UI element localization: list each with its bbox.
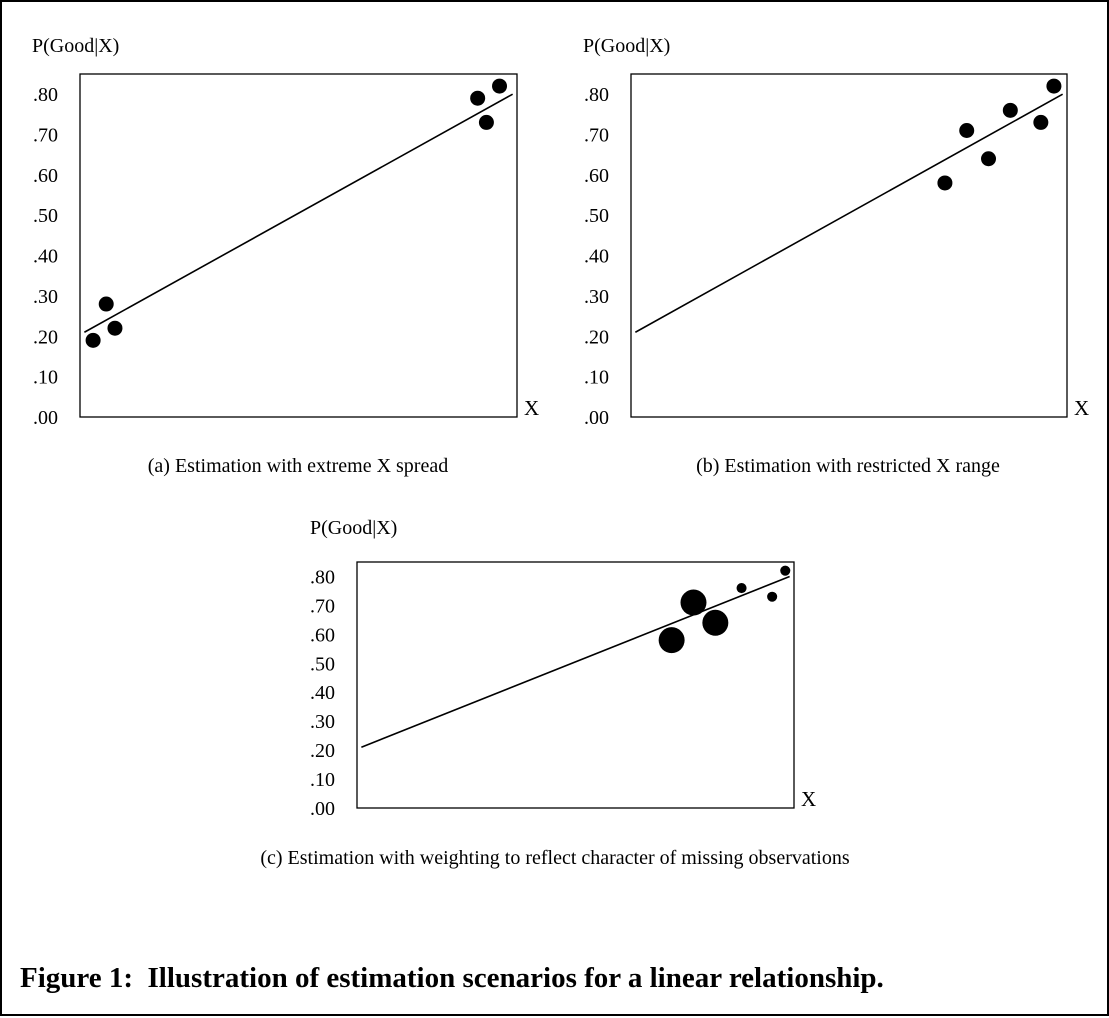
y-tick-label: .10	[310, 769, 335, 791]
y-tick-label: .70	[584, 125, 609, 147]
y-tick-label: .00	[310, 798, 335, 820]
y-tick-label: .20	[33, 326, 58, 348]
plot-area-box	[79, 73, 518, 418]
y-tick-label: .30	[584, 286, 609, 308]
x-axis-label: X	[1074, 396, 1089, 420]
chart-panel-3: P(Good|X) X .00 .10 .20 .30 .40 .50 .60 .70 .80 (c)…	[260, 517, 849, 869]
y-tick-label: .80	[310, 566, 335, 588]
data-point	[658, 627, 685, 654]
y-axis-label: P(Good|X)	[583, 35, 670, 57]
data-point	[981, 151, 997, 167]
panel-caption: (c) Estimation with weighting to reflect…	[260, 847, 849, 869]
y-tick-label: .30	[33, 286, 58, 308]
data-point	[1002, 102, 1018, 118]
plot-area-box	[630, 73, 1068, 418]
data-point	[702, 609, 729, 636]
data-point	[107, 320, 123, 336]
x-axis-label: X	[801, 787, 816, 811]
data-point	[767, 591, 778, 602]
chart-panel-1: P(Good|X) X .00 .10 .20 .30 .40 .50 .60 .70 .80 (a)…	[32, 35, 539, 477]
y-tick-label: .20	[310, 740, 335, 762]
data-point	[680, 589, 707, 616]
y-tick-label: .80	[584, 84, 609, 106]
fit-line	[361, 575, 790, 748]
y-tick-label: .50	[584, 205, 609, 227]
data-point	[478, 114, 494, 130]
panel-caption: (a) Estimation with extreme X spread	[148, 455, 448, 477]
y-tick-label: .50	[310, 653, 335, 675]
figure-caption: Figure 1: Illustration of estimation sce…	[20, 962, 884, 994]
x-axis-label: X	[524, 396, 539, 420]
plot-area-box	[356, 561, 795, 809]
y-tick-label: .00	[33, 407, 58, 429]
y-axis-label: P(Good|X)	[32, 35, 119, 57]
y-tick-label: .60	[310, 624, 335, 646]
data-point	[1046, 78, 1062, 94]
data-point	[470, 90, 486, 106]
data-point	[937, 175, 953, 191]
y-tick-label: .50	[33, 205, 58, 227]
data-point	[492, 78, 508, 94]
y-tick-label: .30	[310, 711, 335, 733]
y-tick-label: .40	[584, 246, 609, 268]
panel-caption: (b) Estimation with restricted X range	[696, 455, 1000, 477]
y-tick-label: .70	[33, 125, 58, 147]
y-tick-label: .40	[33, 246, 58, 268]
y-tick-label: .10	[33, 367, 58, 389]
chart-panel-2: P(Good|X) X .00 .10 .20 .30 .40 .50 .60 .70 .80 (b)…	[583, 35, 1089, 477]
y-tick-label: .40	[310, 682, 335, 704]
y-tick-label: .60	[584, 165, 609, 187]
data-point	[736, 583, 747, 594]
y-tick-label: .80	[33, 84, 58, 106]
fit-line	[634, 93, 1064, 333]
data-point	[85, 332, 101, 348]
data-point	[959, 122, 975, 138]
y-tick-label: .20	[584, 326, 609, 348]
fit-line	[83, 93, 514, 333]
data-point	[780, 565, 791, 576]
y-tick-label: .00	[584, 407, 609, 429]
data-point	[1033, 114, 1049, 130]
y-tick-label: .10	[584, 367, 609, 389]
y-axis-label: P(Good|X)	[310, 517, 397, 539]
data-point	[98, 296, 114, 312]
y-tick-label: .60	[33, 165, 58, 187]
y-tick-label: .70	[310, 595, 335, 617]
